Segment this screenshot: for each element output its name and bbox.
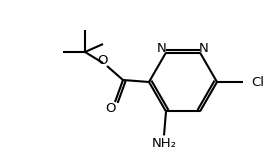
- Text: NH₂: NH₂: [152, 137, 176, 150]
- Text: O: O: [106, 103, 116, 115]
- Text: N: N: [157, 42, 167, 55]
- Text: O: O: [97, 55, 107, 67]
- Text: Cl: Cl: [251, 76, 264, 88]
- Text: N: N: [199, 42, 209, 55]
